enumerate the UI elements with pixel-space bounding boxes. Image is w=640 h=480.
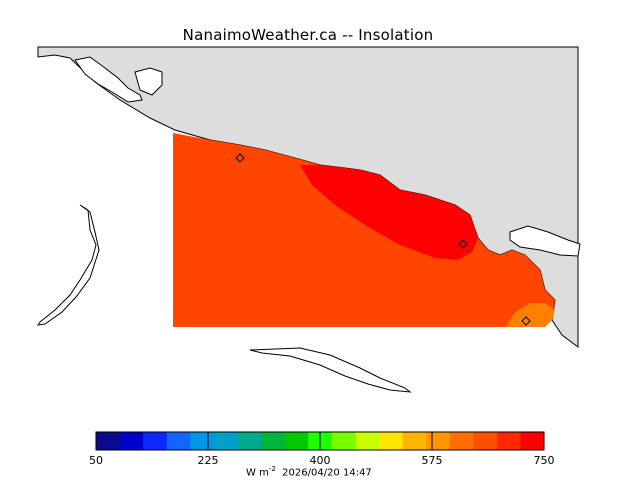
insolation-field-low-patch [506,303,555,327]
station-3-marker [521,316,531,326]
colorbar-segment [119,432,144,450]
insolation-field-base [173,133,555,327]
colorbar-segment [402,432,427,450]
colorbar-segment [284,432,309,450]
colorbar-tick-label-0: 50 [89,454,103,467]
colorbar-segment [190,432,215,450]
colorbar-segment [449,432,474,450]
colorbar-segment [166,432,191,450]
colorbar-segment [237,432,262,450]
colorbar-segment [331,432,356,450]
colorbar-segment [261,432,286,450]
insolation-field-high [300,165,478,260]
island-north-2 [134,67,163,96]
colorbar-segment [213,432,238,450]
station-1-marker [235,153,245,163]
island-west [36,204,100,326]
colorbar-tick-label-4: 750 [533,454,555,467]
colorbar-segment [355,432,380,450]
island-south [249,347,412,393]
footer: W m-2 2026/04/20 14:47 [246,465,372,478]
units-base: W m [246,467,269,479]
colorbar-tick-label-1: 225 [197,454,219,467]
timestamp: 2026/04/20 14:47 [282,467,372,479]
colorbar-segment [96,432,121,450]
colorbar-outline [95,431,545,451]
colorbar-segment [496,432,521,450]
colorbar-segment [143,432,168,450]
units-exponent: -2 [268,465,276,473]
colorbar-tick-label-2: 400 [309,454,331,467]
colorbar-segment [520,432,545,450]
colorbar-tick-label-3: 575 [421,454,443,467]
map-title: NanaimoWeather.ca -- Insolation [182,26,434,44]
station-2-marker [458,239,468,249]
island-north-1 [74,56,143,103]
island-east [509,225,581,257]
colorbar-segment [378,432,404,450]
colorbar-segment [426,432,451,450]
colorbar-segment [473,432,498,450]
